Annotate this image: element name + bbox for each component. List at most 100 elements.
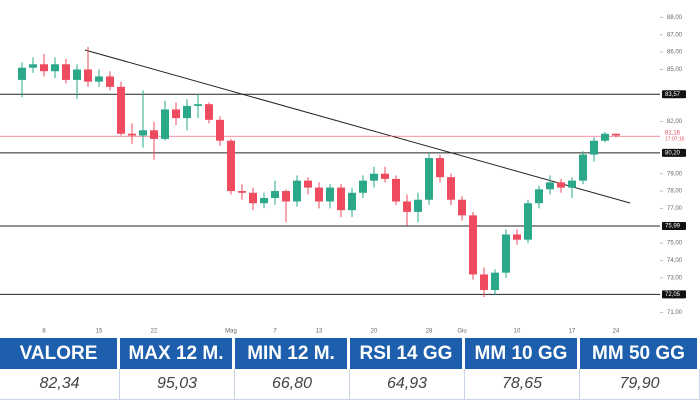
candle-body <box>392 178 400 202</box>
x-tick-label: 17 <box>569 329 576 335</box>
candle-body <box>359 180 367 193</box>
x-tick-label: 10 <box>514 329 521 335</box>
table-header: MM 10 GG <box>465 338 580 369</box>
candle-body <box>62 64 70 80</box>
candle-body <box>436 158 444 178</box>
candle-body <box>579 154 587 181</box>
table-header: MIN 12 M. <box>235 338 350 369</box>
level-label: 80,20 <box>665 150 681 156</box>
y-tick-label: 86,00 <box>667 50 683 56</box>
candle-body <box>425 158 433 200</box>
chart: 88,00 87,00 86,00 85,00 82,00 79,00 78,00 77,00… <box>0 15 686 335</box>
y-tick-label: 78,00 <box>667 189 683 195</box>
candle-body <box>612 133 620 136</box>
candle-body <box>381 173 389 179</box>
trend-line <box>84 49 631 204</box>
x-tick-label: 13 <box>316 329 323 335</box>
x-tick-label: 8 <box>42 329 46 335</box>
candle-body <box>414 199 422 212</box>
candle-body <box>590 140 598 155</box>
candle-body <box>18 67 26 80</box>
table-value: 82,34 <box>0 369 120 400</box>
candle-body <box>458 199 466 216</box>
y-tick-label: 73,00 <box>667 275 683 281</box>
table-header: RSI 14 GG <box>350 338 465 369</box>
table-value: 66,80 <box>235 369 350 400</box>
candle-body <box>469 215 477 275</box>
x-tick-label: 28 <box>426 329 433 335</box>
y-tick-label: 79,00 <box>667 171 683 177</box>
stats-table: VALORE MAX 12 M. MIN 12 M. RSI 14 GG MM 10 G… <box>0 338 700 400</box>
y-tick-label: 87,00 <box>667 32 683 38</box>
x-tick-label: Giu <box>457 329 466 335</box>
x-tick-label: 15 <box>96 329 103 335</box>
candle-body <box>315 187 323 202</box>
candle-body <box>502 234 510 273</box>
candle-body <box>524 203 532 240</box>
x-tick-label: 7 <box>273 329 277 335</box>
table-header: VALORE <box>0 338 120 369</box>
candle-body <box>106 76 114 87</box>
candle-body <box>535 189 543 204</box>
table-value: 79,90 <box>580 369 700 400</box>
candle-body <box>491 272 499 291</box>
candle-body <box>183 105 191 119</box>
level-label: 83,57 <box>665 92 681 98</box>
candle-body <box>227 140 235 192</box>
candle-body <box>40 64 48 72</box>
level-label-bg <box>662 148 686 157</box>
candle-body <box>271 191 279 198</box>
candle-body <box>337 187 345 211</box>
table-header: MM 50 GG <box>580 338 700 369</box>
candle-body <box>84 69 92 82</box>
last-price-label: 81,16 <box>665 131 681 137</box>
y-tick-label: 74,00 <box>667 258 683 264</box>
candle-body <box>238 191 246 193</box>
candle-body <box>370 173 378 181</box>
candle-body <box>568 180 576 188</box>
level-label-bg <box>662 90 686 99</box>
table-header: MAX 12 M. <box>120 338 235 369</box>
table-value: 64,93 <box>350 369 465 400</box>
candle-body <box>205 104 213 120</box>
candle-body <box>29 64 37 68</box>
x-tick-label: 24 <box>613 329 620 335</box>
candle-body <box>348 192 356 211</box>
candle-body <box>546 182 554 190</box>
candle-body <box>161 109 169 139</box>
candle-body <box>304 180 312 188</box>
table-value: 95,03 <box>120 369 235 400</box>
candle-body <box>513 234 521 240</box>
x-tick-label: Mag <box>225 329 237 335</box>
x-tick-label: 20 <box>371 329 378 335</box>
level-label-bg <box>662 290 686 299</box>
level-label: 75,99 <box>665 224 681 230</box>
y-tick-label: 85,00 <box>667 67 683 73</box>
candle-body <box>73 69 81 80</box>
y-tick-label: 71,00 <box>667 310 683 316</box>
candle-body <box>139 130 147 136</box>
candle-body <box>293 180 301 202</box>
y-tick-label: 77,00 <box>667 206 683 212</box>
candle-body <box>194 104 202 106</box>
candle-body <box>249 192 257 204</box>
candle-body <box>128 133 136 136</box>
candle-body <box>282 191 290 202</box>
candle-body <box>326 187 334 202</box>
level-label: 72,05 <box>665 292 681 298</box>
candle-body <box>447 177 455 200</box>
candle-body <box>480 274 488 291</box>
candle-body <box>557 182 565 188</box>
candle-body <box>95 76 103 82</box>
candle-body <box>216 119 224 141</box>
y-tick-label: 82,00 <box>667 119 683 125</box>
candle-body <box>172 109 180 119</box>
candle-body <box>117 86 125 134</box>
candle-body <box>260 198 268 204</box>
y-tick-label: 75,00 <box>667 241 683 247</box>
candle-body <box>51 64 59 72</box>
y-tick-label: 88,00 <box>667 15 683 21</box>
candle-body <box>601 133 609 141</box>
table-value: 78,65 <box>465 369 580 400</box>
candle-body <box>150 130 158 139</box>
